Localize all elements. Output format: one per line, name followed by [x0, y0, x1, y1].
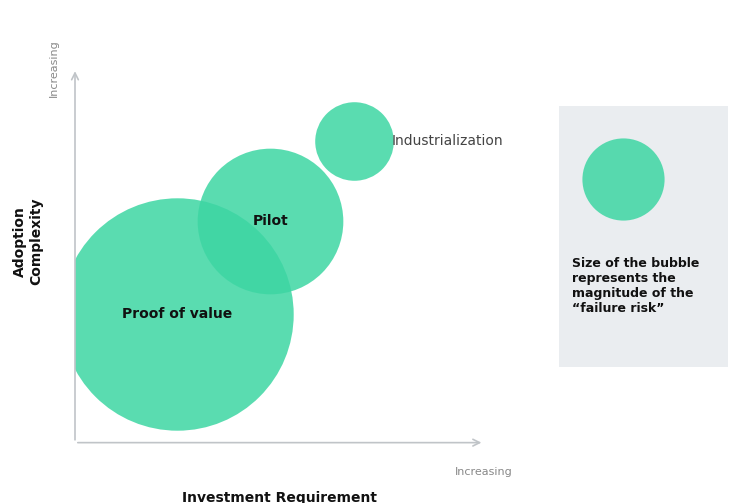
Text: Investment Requirement: Investment Requirement: [182, 491, 377, 503]
Text: Increasing: Increasing: [49, 40, 59, 97]
Point: [348, 137, 360, 145]
Point: [264, 217, 276, 225]
Text: Size of the bubble
represents the
magnitude of the
“failure risk”: Size of the bubble represents the magnit…: [572, 258, 700, 315]
Text: Proof of value: Proof of value: [122, 307, 232, 321]
Text: Adoption
Complexity: Adoption Complexity: [13, 198, 44, 285]
Point: [171, 310, 183, 318]
Text: Industrialization: Industrialization: [392, 134, 502, 148]
Text: Pilot: Pilot: [253, 214, 288, 228]
Point: [616, 175, 628, 183]
Text: Increasing: Increasing: [455, 467, 513, 477]
